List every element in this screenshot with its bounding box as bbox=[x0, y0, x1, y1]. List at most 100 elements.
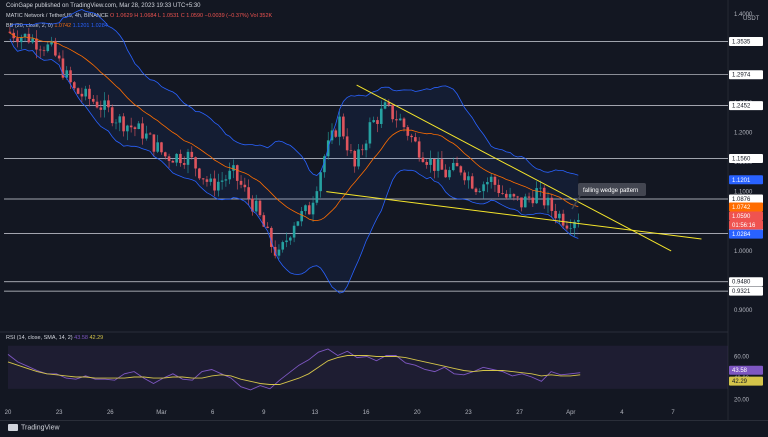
annotation-box bbox=[578, 183, 646, 196]
candle-body bbox=[523, 196, 527, 208]
bb-lower-value: 1.0284 bbox=[91, 23, 108, 29]
candle-body bbox=[179, 153, 182, 164]
candle-body bbox=[171, 160, 175, 163]
candle-body bbox=[444, 169, 447, 178]
candle-body bbox=[243, 184, 247, 188]
candle-body bbox=[512, 194, 516, 197]
candle-body bbox=[391, 104, 394, 120]
date-tick-label: 23 bbox=[465, 410, 472, 416]
candle-body bbox=[205, 179, 209, 182]
price-tag bbox=[729, 202, 763, 212]
candle-body bbox=[542, 187, 546, 206]
candle-body bbox=[247, 187, 250, 199]
candle-body bbox=[429, 159, 432, 165]
candle-body bbox=[421, 157, 425, 162]
candle-body bbox=[50, 40, 53, 45]
candle-body bbox=[220, 180, 224, 182]
candle-body bbox=[304, 205, 307, 212]
symbol-name[interactable]: MATIC Network / TetherUS, 4h, BINANCE bbox=[6, 13, 109, 19]
candle-body bbox=[364, 143, 368, 151]
level-price-tag bbox=[729, 36, 763, 46]
bb-fill bbox=[9, 9, 579, 294]
candle-body bbox=[31, 38, 34, 43]
wedge-trendline bbox=[326, 191, 702, 240]
bb-lower-line bbox=[9, 38, 579, 294]
candle-body bbox=[201, 178, 205, 180]
candle-body bbox=[505, 193, 508, 198]
candle-body bbox=[91, 98, 95, 102]
bb-basis-value: 1.0742 bbox=[54, 23, 71, 29]
candle-body bbox=[110, 107, 114, 124]
candle-body bbox=[23, 33, 27, 38]
candle-body bbox=[198, 168, 201, 179]
candle-body bbox=[167, 156, 171, 161]
level-price-label: 1.2974 bbox=[732, 73, 751, 79]
candle-body bbox=[527, 196, 531, 198]
candle-body bbox=[16, 38, 19, 43]
candle-body bbox=[254, 200, 258, 212]
candle-body bbox=[42, 50, 46, 52]
price-tick-label: 1.2000 bbox=[734, 130, 753, 136]
candle-body bbox=[289, 237, 292, 241]
candle-body bbox=[406, 127, 410, 136]
date-tick-label: 4 bbox=[620, 410, 624, 416]
rsi-legend[interactable]: RSI (14, close, SMA, 14, 2) 43.58 42.29 bbox=[6, 335, 103, 341]
candle-body bbox=[277, 249, 281, 256]
symbol-legend: MATIC Network / TetherUS, 4h, BINANCE O … bbox=[6, 13, 272, 19]
candle-body bbox=[345, 136, 349, 151]
date-tick-label: Apr bbox=[566, 410, 575, 416]
candle-body bbox=[323, 156, 326, 173]
tradingview-logo-icon bbox=[8, 424, 18, 431]
rsi-band bbox=[8, 345, 728, 389]
candle-body bbox=[436, 159, 440, 171]
price-tag bbox=[729, 229, 763, 239]
rsi-value-tag bbox=[729, 365, 763, 375]
candle-body bbox=[35, 38, 38, 50]
candle-body bbox=[145, 133, 148, 139]
candle-body bbox=[433, 159, 436, 171]
candle-body bbox=[368, 122, 372, 144]
candle-body bbox=[99, 107, 103, 110]
candle-body bbox=[489, 176, 493, 183]
candle-body bbox=[194, 157, 197, 169]
bb-upper-value: 1.1201 bbox=[73, 23, 90, 29]
candle-body bbox=[402, 118, 406, 128]
candle-body bbox=[425, 161, 429, 165]
candle-body bbox=[493, 176, 497, 185]
level-price-label: 0.9321 bbox=[732, 289, 751, 295]
candle-body bbox=[307, 205, 311, 215]
bb-legend[interactable]: BB (20, close, 2, 0) 1.0742 1.1201 1.028… bbox=[6, 23, 108, 29]
candle-body bbox=[95, 101, 99, 108]
candle-body bbox=[414, 137, 417, 142]
candle-body bbox=[383, 102, 387, 109]
level-price-label: 1.3535 bbox=[732, 39, 751, 45]
candle-body bbox=[46, 44, 50, 52]
candle-body bbox=[281, 242, 285, 250]
level-price-tag bbox=[729, 70, 763, 80]
candle-body bbox=[539, 187, 542, 189]
rsi-value-tag-label: 43.58 bbox=[732, 368, 748, 374]
currency-label: USDT bbox=[743, 16, 760, 22]
candle-body bbox=[141, 123, 144, 139]
countdown-tag bbox=[729, 220, 763, 230]
candle-body bbox=[129, 125, 133, 128]
price-tag-label: 1.1201 bbox=[732, 178, 751, 184]
candle-body bbox=[398, 118, 402, 121]
tradingview-logo[interactable]: TradingView bbox=[8, 424, 60, 431]
candle-body bbox=[448, 170, 451, 178]
candle-body bbox=[239, 180, 243, 185]
candle-body bbox=[156, 142, 159, 152]
candle-body bbox=[554, 210, 557, 219]
tradingview-logo-text: TradingView bbox=[21, 424, 60, 432]
candle-body bbox=[251, 198, 254, 212]
candle-body bbox=[270, 227, 273, 247]
candle-body bbox=[376, 120, 379, 124]
candle-body bbox=[292, 225, 296, 238]
candle-body bbox=[228, 170, 231, 180]
candle-body bbox=[8, 31, 12, 33]
price-tick-label: 1.4000 bbox=[734, 12, 753, 18]
level-price-tag bbox=[729, 194, 763, 204]
candle-body bbox=[107, 100, 110, 108]
candle-body bbox=[410, 135, 413, 138]
